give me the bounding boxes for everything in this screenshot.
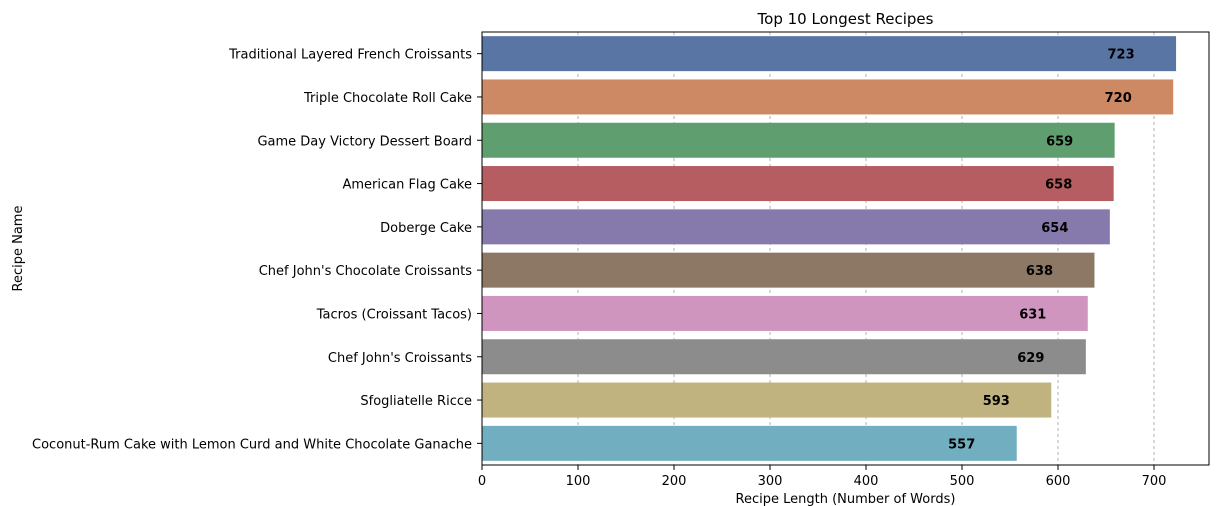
bar — [482, 252, 1095, 288]
bar-value-label: 659 — [1046, 134, 1073, 149]
x-axis-label: Recipe Length (Number of Words) — [736, 492, 956, 506]
y-tick-label: Triple Chocolate Roll Cake — [303, 91, 472, 106]
bar — [482, 166, 1114, 202]
x-tick-label: 600 — [1046, 474, 1071, 489]
y-tick-label: Game Day Victory Dessert Board — [257, 134, 472, 149]
bar-value-label: 557 — [948, 437, 975, 452]
y-tick-label: Sfogliatelle Ricce — [360, 394, 472, 409]
y-tick-label: American Flag Cake — [342, 178, 472, 193]
bar-value-label: 720 — [1105, 91, 1132, 106]
y-tick-label: Doberge Cake — [380, 221, 472, 236]
bar-value-label: 638 — [1026, 264, 1053, 279]
bar-value-label: 654 — [1041, 221, 1068, 236]
y-tick-label: Tacros (Croissant Tacos) — [316, 307, 472, 322]
x-tick-label: 100 — [566, 474, 591, 489]
bar — [482, 382, 1052, 418]
bar-value-label: 629 — [1017, 351, 1044, 366]
y-tick-label: Traditional Layered French Croissants — [228, 48, 472, 63]
x-ticks: 0 100 200 300 400 500 600 700 — [478, 465, 1167, 489]
bar — [482, 425, 1017, 461]
bar-value-label: 658 — [1045, 178, 1072, 193]
bar — [482, 339, 1086, 375]
bar-value-label: 593 — [983, 394, 1010, 409]
plot-frame — [481, 31, 1210, 466]
x-tick-label: 700 — [1142, 474, 1167, 489]
bar-value-label: 631 — [1019, 307, 1046, 322]
bar-value-label: 723 — [1108, 48, 1135, 63]
bar — [482, 209, 1110, 245]
y-tick-label: Chef John's Chocolate Croissants — [259, 264, 472, 279]
x-tick-label: 300 — [758, 474, 783, 489]
x-tick-label: 500 — [950, 474, 975, 489]
y-tick-label: Coconut-Rum Cake with Lemon Curd and Whi… — [32, 437, 472, 452]
x-tick-label: 0 — [478, 474, 486, 489]
y-axis-label: Recipe Name — [11, 206, 26, 292]
chart-title: Top 10 Longest Recipes — [757, 10, 934, 28]
x-tick-label: 200 — [662, 474, 687, 489]
bar — [482, 79, 1174, 115]
bar — [482, 122, 1115, 158]
bars — [482, 36, 1177, 461]
x-tick-label: 400 — [854, 474, 879, 489]
y-tick-labels: Traditional Layered French Croissants Tri… — [32, 48, 482, 452]
bar — [482, 36, 1177, 72]
bar-value-labels: 723 720 659 658 654 638 631 629 593 557 — [948, 48, 1135, 453]
bar — [482, 295, 1088, 331]
y-tick-label: Chef John's Croissants — [328, 351, 472, 366]
